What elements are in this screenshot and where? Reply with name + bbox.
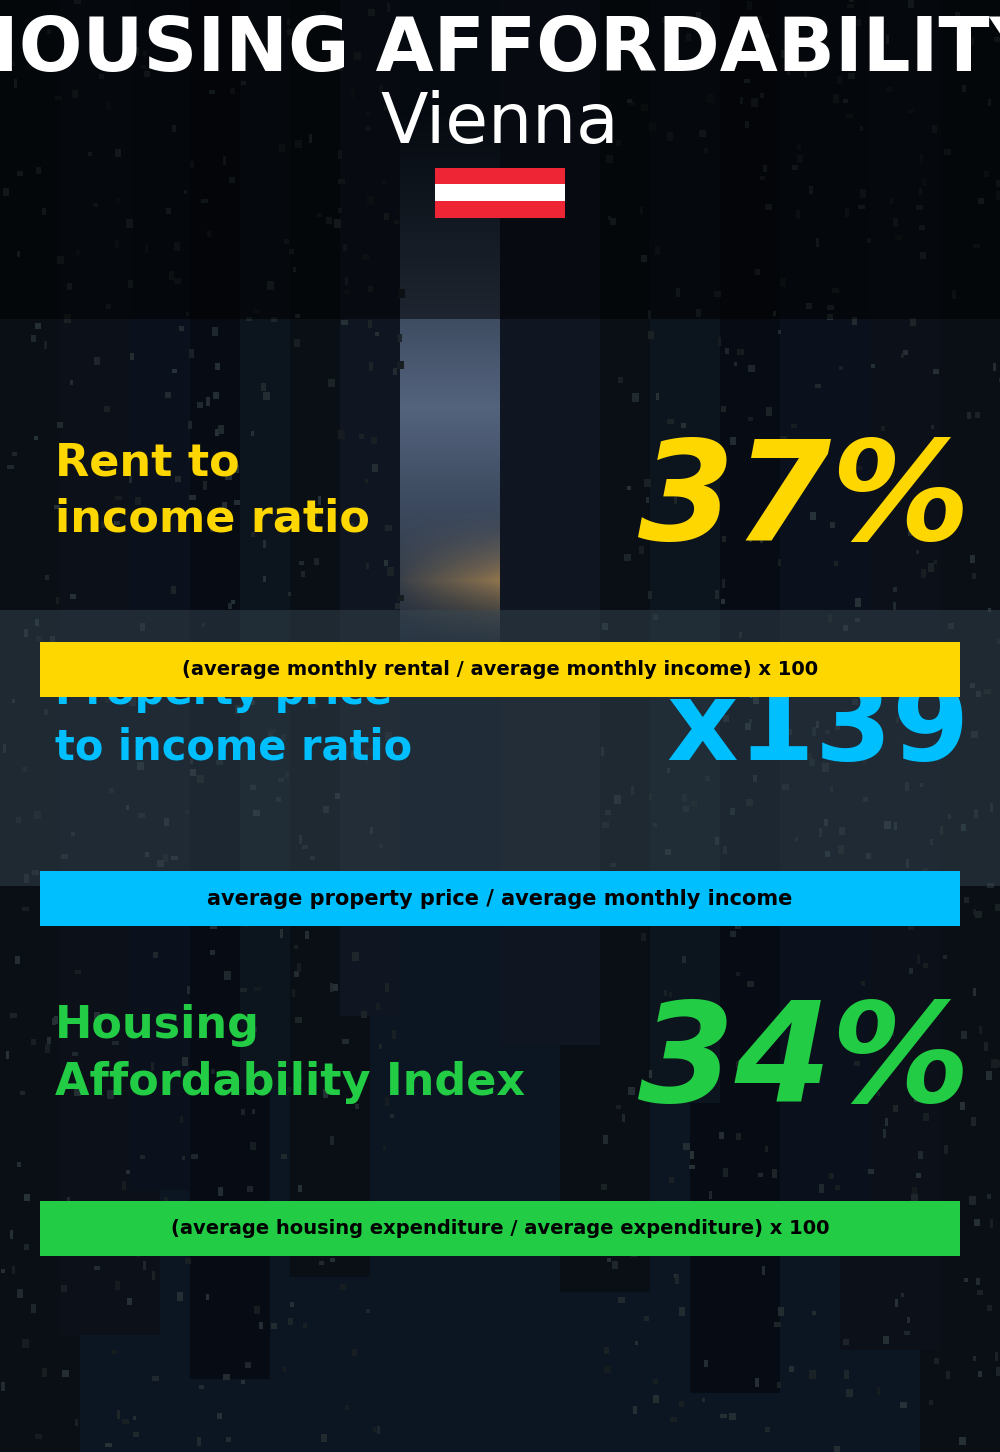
Text: Rent to
income ratio: Rent to income ratio <box>55 441 370 542</box>
Bar <box>40 871 960 926</box>
Bar <box>435 202 565 218</box>
Text: Housing
Affordability Index: Housing Affordability Index <box>55 1003 525 1104</box>
Bar <box>435 168 565 184</box>
Text: Property price
to income ratio: Property price to income ratio <box>55 671 412 768</box>
Bar <box>40 1201 960 1256</box>
Text: (average monthly rental / average monthly income) x 100: (average monthly rental / average monthl… <box>182 659 818 680</box>
Text: x139: x139 <box>667 677 970 783</box>
Text: average property price / average monthly income: average property price / average monthly… <box>207 889 793 909</box>
Bar <box>40 642 960 697</box>
Text: Vienna: Vienna <box>381 90 619 157</box>
Text: (average housing expenditure / average expenditure) x 100: (average housing expenditure / average e… <box>171 1218 829 1239</box>
Text: 34%: 34% <box>638 996 970 1131</box>
Bar <box>435 184 565 202</box>
Text: 37%: 37% <box>638 434 970 569</box>
Bar <box>0 0 1000 319</box>
Text: HOUSING AFFORDABILITY: HOUSING AFFORDABILITY <box>0 15 1000 87</box>
Bar <box>0 610 1000 886</box>
